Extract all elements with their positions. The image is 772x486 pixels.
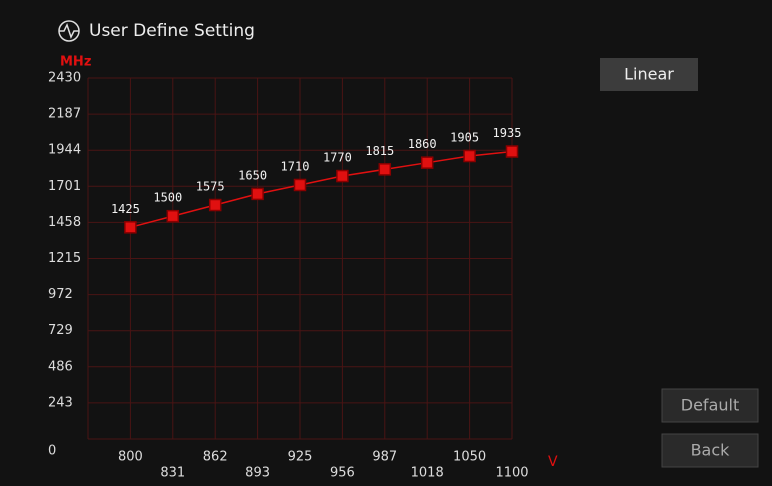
x-tick-label: 987 [372, 450, 397, 465]
x-tick-label: 800 [118, 450, 143, 465]
data-point [336, 169, 349, 183]
default-button[interactable] [661, 388, 759, 423]
data-point [208, 198, 222, 212]
data-label: 1650 [238, 168, 267, 182]
data-label: 1710 [281, 159, 310, 173]
data-label: 1575 [196, 180, 225, 194]
default-button-label[interactable]: Default [681, 396, 739, 415]
y-tick-label: 0 [48, 444, 56, 459]
data-label: 1770 [323, 151, 352, 165]
y-tick-label: 1215 [48, 251, 81, 266]
y-tick-label: 243 [48, 395, 73, 410]
data-label: 1815 [365, 144, 394, 158]
linear-button[interactable] [600, 58, 698, 91]
back-button[interactable] [661, 433, 759, 468]
data-point [378, 163, 392, 176]
data-point [505, 145, 519, 158]
data-point [166, 209, 180, 223]
x-tick-label: 1018 [411, 466, 444, 481]
x-tick-label: 862 [203, 450, 228, 465]
x-tick-label: 893 [245, 466, 270, 481]
data-label: 1905 [450, 130, 479, 144]
plot: 0 243 486 729 972 1215 1458 1701 1944 2187 2430 800… [48, 71, 529, 481]
x-axis-label: V [548, 454, 558, 470]
y-tick-label: 486 [48, 359, 73, 374]
data-point [420, 156, 434, 169]
data-point [293, 178, 307, 192]
page-title: User Define Setting [89, 21, 255, 41]
y-tick-label: 1458 [48, 215, 81, 230]
data-label: 1425 [111, 202, 140, 216]
y-tick-label: 2187 [48, 107, 81, 122]
data-label: 1935 [493, 126, 522, 140]
y-tick-label: 1944 [48, 143, 81, 158]
y-tick-label: 1701 [48, 179, 81, 194]
x-tick-label: 1050 [453, 450, 486, 465]
x-tick-label: 925 [288, 450, 313, 465]
data-point [251, 187, 264, 201]
y-tick-label: 972 [48, 287, 73, 302]
data-label: 1500 [153, 191, 182, 205]
x-tick-label: 1100 [495, 466, 528, 481]
back-button-label[interactable]: Back [691, 441, 731, 460]
title-icon [58, 20, 80, 42]
y-tick-label: 729 [48, 323, 73, 338]
y-axis-label: MHz [60, 55, 91, 70]
x-tick-label: 956 [330, 466, 355, 481]
data-point [463, 149, 476, 163]
data-point [124, 221, 137, 234]
x-tick-label: 831 [160, 466, 185, 481]
data-label: 1860 [408, 137, 437, 151]
data-line [130, 150, 513, 229]
linear-button-label[interactable]: Linear [624, 65, 674, 84]
y-tick-label: 2430 [48, 71, 81, 86]
